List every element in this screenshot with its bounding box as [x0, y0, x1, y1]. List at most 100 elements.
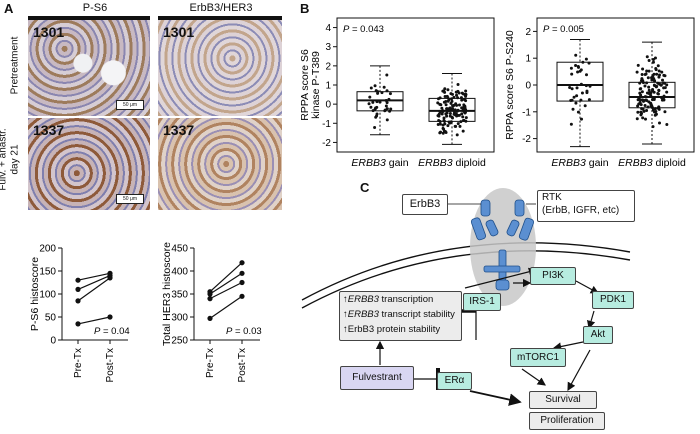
data-point	[456, 108, 460, 112]
data-point	[657, 121, 661, 125]
y-axis-label: Total HER3 histoscore	[161, 242, 173, 346]
data-point	[451, 116, 455, 120]
data-point	[641, 67, 645, 71]
p-value-annotation: P = 0.04	[94, 326, 130, 337]
data-point	[457, 113, 461, 117]
data-point	[443, 122, 447, 126]
data-point	[207, 315, 213, 321]
data-point	[640, 90, 644, 94]
y-tick-label: 1	[325, 81, 331, 92]
data-point	[640, 112, 644, 116]
data-point	[636, 110, 640, 114]
data-point	[447, 98, 451, 102]
x-tick-label: Pre-Tx	[205, 348, 216, 378]
data-point	[579, 82, 583, 86]
data-point	[585, 89, 589, 93]
data-point	[645, 108, 649, 112]
data-point	[387, 97, 391, 101]
data-point	[373, 84, 377, 88]
data-point	[574, 53, 578, 57]
data-point	[442, 118, 446, 122]
data-point	[207, 296, 213, 302]
data-point	[456, 96, 460, 100]
data-point	[576, 110, 580, 114]
data-point	[459, 120, 463, 124]
series-line	[209, 262, 243, 293]
y-tick-label: 3	[325, 42, 331, 53]
y-tick-label: 4	[325, 23, 331, 34]
data-point	[656, 64, 660, 68]
y-tick-label: -1	[522, 107, 531, 118]
data-point	[385, 118, 389, 122]
mtorc1-node: mTORC1	[510, 348, 566, 367]
y-tick-label: 100	[39, 290, 56, 301]
data-point	[651, 57, 655, 61]
data-point	[587, 98, 591, 102]
data-point	[647, 100, 651, 104]
data-point	[657, 69, 661, 73]
data-point	[450, 92, 454, 96]
data-point	[75, 286, 81, 292]
data-point	[380, 91, 384, 95]
data-point	[389, 107, 393, 111]
data-point	[384, 104, 388, 108]
data-point	[444, 100, 448, 104]
x-tick-label: Post-Tx	[105, 348, 116, 382]
data-point	[460, 98, 464, 102]
akt-node: Akt	[583, 326, 613, 344]
x-tick-label: ERBB3 diploid	[418, 157, 486, 169]
data-point	[665, 83, 669, 87]
data-point	[107, 275, 113, 281]
data-point	[239, 293, 245, 299]
pdk1-node: PDK1	[592, 291, 634, 309]
data-point	[643, 95, 647, 99]
p-value-annotation: P = 0.03	[226, 326, 262, 337]
micrograph-erbb3-pretreatment: 1301	[158, 20, 282, 116]
data-point	[640, 107, 644, 111]
membrane-line	[301, 242, 631, 301]
y-tick-label: 2	[325, 61, 331, 72]
data-point	[639, 93, 643, 97]
pathway-diagram	[301, 188, 631, 406]
membrane-line	[301, 250, 631, 309]
irs1-node: IRS-1	[463, 293, 501, 311]
data-point	[569, 122, 573, 126]
data-point	[638, 100, 642, 104]
y-tick-label: 450	[171, 244, 188, 255]
data-point	[388, 92, 392, 96]
data-point	[580, 91, 584, 95]
data-point	[645, 81, 649, 85]
data-point	[438, 122, 442, 126]
y-axis-label: RPPA score S6 P-S240	[504, 30, 516, 140]
y-tick-label: 300	[171, 313, 188, 324]
data-point	[442, 129, 446, 133]
data-point	[452, 110, 456, 114]
series-line	[77, 277, 111, 302]
rtk-subtitle: (ErbB, IGFR, etc)	[542, 205, 620, 216]
data-point	[651, 74, 655, 78]
data-point	[646, 105, 650, 109]
data-point	[661, 78, 665, 82]
row-label-pretreatment: Pretreatment	[9, 36, 21, 95]
data-point	[446, 88, 450, 92]
data-point	[584, 73, 588, 77]
receptor-icon	[470, 199, 535, 291]
data-point	[441, 110, 445, 114]
p-value-annotation: P = 0.043	[343, 24, 384, 35]
data-point	[641, 98, 645, 102]
data-point	[581, 60, 585, 64]
series-line	[77, 272, 111, 281]
data-point	[649, 104, 653, 108]
data-point	[457, 103, 461, 107]
data-point	[647, 69, 651, 73]
case-id: 1301	[33, 24, 65, 40]
data-point	[651, 125, 655, 129]
data-point	[369, 105, 373, 109]
data-point	[570, 98, 574, 102]
data-point	[445, 111, 449, 115]
data-point	[455, 133, 459, 137]
data-point	[436, 97, 440, 101]
y-tick-label: 400	[171, 267, 188, 278]
col-header-erbb3: ErbB3/HER3	[189, 2, 253, 14]
receptor-complex	[470, 188, 536, 306]
